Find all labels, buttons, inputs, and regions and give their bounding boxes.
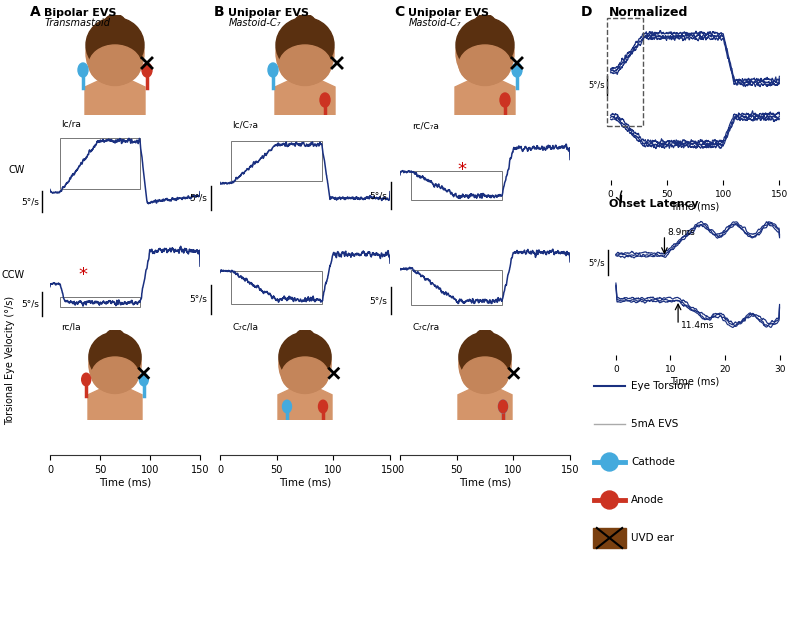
Polygon shape: [88, 386, 142, 420]
Text: 5°/s: 5°/s: [190, 194, 207, 202]
X-axis label: Time (ms): Time (ms): [99, 478, 151, 487]
Bar: [412, 171, 502, 200]
Text: 5°/s: 5°/s: [190, 295, 207, 304]
Text: B: B: [214, 4, 224, 19]
Text: *: *: [78, 266, 87, 284]
Ellipse shape: [456, 17, 514, 73]
Ellipse shape: [105, 14, 125, 30]
Text: Bipolar EVS: Bipolar EVS: [44, 7, 117, 17]
Ellipse shape: [279, 332, 331, 382]
Text: C: C: [394, 4, 404, 19]
Text: D: D: [581, 4, 592, 19]
Ellipse shape: [462, 357, 508, 393]
Bar: [607, 18, 643, 126]
Ellipse shape: [89, 335, 141, 394]
Text: lc/C₇a: lc/C₇a: [232, 120, 258, 130]
Text: A: A: [30, 4, 40, 19]
Text: 5°/s: 5°/s: [21, 197, 39, 206]
X-axis label: Time (ms): Time (ms): [279, 478, 331, 487]
Bar: [232, 271, 322, 304]
Text: C₇c/la: C₇c/la: [232, 322, 258, 331]
Ellipse shape: [142, 63, 152, 77]
Ellipse shape: [295, 14, 315, 30]
Text: Transmastoid: Transmastoid: [44, 18, 111, 28]
Ellipse shape: [282, 400, 291, 413]
Text: Unipolar EVS: Unipolar EVS: [408, 7, 489, 17]
Polygon shape: [278, 386, 332, 420]
Polygon shape: [275, 77, 335, 115]
Ellipse shape: [89, 45, 141, 85]
Ellipse shape: [92, 357, 138, 393]
Text: Onset Latency: Onset Latency: [609, 199, 699, 209]
Text: 5°/s: 5°/s: [588, 81, 605, 90]
Ellipse shape: [600, 453, 618, 471]
Ellipse shape: [459, 45, 511, 85]
Bar: [60, 137, 140, 189]
Ellipse shape: [140, 373, 148, 386]
Text: 5°/s: 5°/s: [21, 299, 39, 308]
X-axis label: Time (ms): Time (ms): [459, 478, 511, 487]
Text: UVD ear: UVD ear: [631, 533, 674, 543]
Ellipse shape: [459, 332, 511, 382]
X-axis label: Time (ms): Time (ms): [671, 376, 720, 386]
Text: 5°/s: 5°/s: [588, 258, 605, 267]
Ellipse shape: [499, 400, 508, 413]
Ellipse shape: [319, 400, 328, 413]
Text: CW: CW: [9, 165, 25, 175]
Text: Cathode: Cathode: [631, 457, 675, 467]
Text: Mastoid-C₇: Mastoid-C₇: [228, 18, 281, 28]
Ellipse shape: [320, 93, 330, 107]
Ellipse shape: [106, 330, 124, 343]
Text: Unipolar EVS: Unipolar EVS: [228, 7, 309, 17]
Ellipse shape: [279, 45, 331, 85]
Text: Normalized: Normalized: [609, 6, 688, 19]
Text: Eye Torsion: Eye Torsion: [631, 381, 690, 391]
Ellipse shape: [600, 491, 618, 509]
Polygon shape: [458, 386, 512, 420]
Text: lc/ra: lc/ra: [61, 119, 81, 128]
Ellipse shape: [89, 332, 141, 382]
Text: 8.9ms: 8.9ms: [667, 228, 696, 237]
Ellipse shape: [296, 330, 314, 343]
Bar: [232, 141, 322, 181]
Polygon shape: [85, 77, 145, 115]
Ellipse shape: [276, 20, 334, 86]
Ellipse shape: [459, 335, 511, 394]
Text: C₇c/ra: C₇c/ra: [412, 322, 440, 332]
Ellipse shape: [476, 330, 494, 343]
Ellipse shape: [499, 400, 508, 413]
Text: rc/C₇a: rc/C₇a: [412, 122, 439, 131]
Text: 5°/s: 5°/s: [370, 296, 387, 306]
Ellipse shape: [282, 357, 328, 393]
Bar: [60, 297, 140, 307]
Ellipse shape: [268, 63, 278, 77]
Text: 11.4ms: 11.4ms: [681, 320, 715, 330]
Bar: [593, 528, 626, 548]
X-axis label: Time (ms): Time (ms): [671, 201, 720, 212]
Text: Anode: Anode: [631, 495, 664, 505]
Ellipse shape: [279, 335, 331, 394]
Text: *: *: [458, 161, 466, 179]
Ellipse shape: [500, 93, 510, 107]
Polygon shape: [455, 77, 515, 115]
Text: Mastoid-C₇: Mastoid-C₇: [408, 18, 461, 28]
Text: CCW: CCW: [2, 270, 25, 280]
Ellipse shape: [456, 20, 514, 86]
Ellipse shape: [78, 63, 88, 77]
Ellipse shape: [86, 20, 144, 86]
Text: 5mA EVS: 5mA EVS: [631, 419, 679, 429]
Ellipse shape: [276, 17, 334, 73]
Ellipse shape: [512, 63, 522, 77]
Ellipse shape: [86, 17, 144, 73]
Bar: [412, 270, 502, 306]
Text: rc/la: rc/la: [61, 323, 81, 332]
Ellipse shape: [82, 373, 90, 386]
Text: 5°/s: 5°/s: [370, 191, 387, 201]
Text: Torsional Eye Velocity (°/s): Torsional Eye Velocity (°/s): [5, 296, 15, 425]
Ellipse shape: [475, 14, 495, 30]
